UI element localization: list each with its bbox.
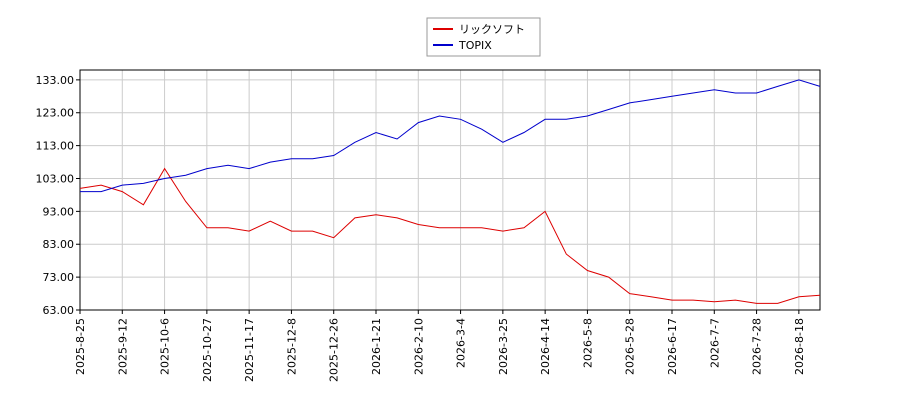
x-tick-label: 2025-11-17	[243, 318, 256, 382]
y-tick-label: 103.00	[36, 172, 75, 185]
y-tick-label: 93.00	[43, 205, 75, 218]
y-tick-label: 123.00	[36, 107, 75, 120]
y-tick-label: 83.00	[43, 238, 75, 251]
x-tick-label: 2026-5-8	[581, 318, 594, 368]
series-line	[79, 167, 821, 304]
y-tick-label: 113.00	[36, 140, 75, 153]
x-tick-label: 2026-3-25	[497, 318, 510, 375]
series-line	[80, 79, 821, 193]
x-tick-label: 2026-6-17	[666, 318, 679, 375]
x-tick-label: 2025-12-8	[285, 318, 298, 375]
x-tick-label: 2026-3-4	[455, 318, 468, 368]
x-tick-label: 2026-8-18	[793, 318, 806, 375]
x-tick-label: 2026-5-28	[624, 318, 637, 375]
y-tick-label: 133.00	[36, 74, 75, 87]
x-tick-label: 2026-7-28	[751, 318, 764, 375]
x-tick-label: 2025-8-25	[74, 318, 87, 375]
x-tick-label: 2025-12-26	[328, 318, 341, 382]
x-tick-label: 2025-10-27	[201, 318, 214, 382]
x-tick-label: 2025-9-12	[116, 318, 129, 375]
legend-label: TOPIX	[458, 39, 492, 52]
legend: リックソフト TOPIX	[426, 17, 541, 57]
y-tick-label: 63.00	[43, 304, 75, 317]
x-tick-label: 2026-2-10	[412, 318, 425, 375]
legend-box	[426, 17, 541, 57]
x-tick-label: 2026-1-21	[370, 318, 383, 375]
plot-frame	[79, 69, 821, 311]
y-tick-label: 73.00	[43, 271, 75, 284]
x-tick-label: 2025-10-6	[159, 318, 172, 375]
x-tick-label: 2026-7-7	[708, 318, 721, 368]
legend-label: リックソフト	[459, 23, 525, 36]
x-tick-label: 2026-4-14	[539, 318, 552, 375]
